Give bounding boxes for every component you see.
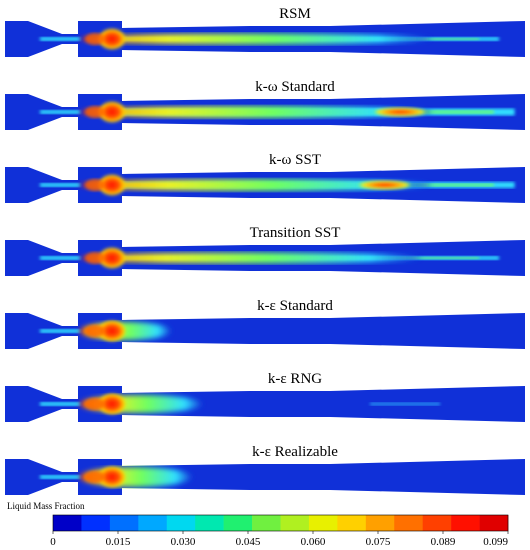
downstream-hotspot <box>372 107 429 117</box>
nozzle-exit-hotspot <box>85 106 105 118</box>
simulation-panel: k-ω SST <box>5 152 525 203</box>
nozzle-wall-upper <box>5 313 78 326</box>
downstream-hotspot <box>356 180 413 190</box>
panel-title: RSM <box>279 6 311 22</box>
legend-color-swatch <box>252 515 281 531</box>
nozzle-wall-upper <box>5 94 78 107</box>
legend-tick-label: 0.075 <box>366 536 391 548</box>
legend-title: Liquid Mass Fraction <box>7 501 85 511</box>
simulation-panel: k-ω Standard <box>5 79 525 130</box>
legend-color-swatch <box>280 515 310 531</box>
throat-hotspot <box>98 320 126 342</box>
nozzle-wall-lower <box>5 117 78 130</box>
legend-color-swatch <box>394 515 423 531</box>
legend-color-swatch <box>138 515 168 531</box>
throat-hotspot <box>98 174 126 196</box>
legend-color-swatch <box>365 515 395 531</box>
panel-title: k-ω Standard <box>255 79 335 95</box>
nozzle-exit-hotspot <box>85 398 105 410</box>
legend-border <box>52 514 509 532</box>
throat-hotspot <box>98 393 126 415</box>
legend-color-swatch <box>81 515 111 531</box>
jet-core <box>80 252 421 264</box>
nozzle-wall-upper <box>5 240 78 253</box>
nozzle-wall-upper <box>5 21 78 34</box>
jet-core <box>80 106 432 118</box>
jet-core <box>80 179 432 191</box>
panel-stack: RSM k-ω Standard k-ω SST Transition SST k-ε … <box>5 6 525 495</box>
legend-tick-label: 0.030 <box>171 536 196 548</box>
nozzle-exit-hotspot <box>85 179 105 191</box>
simulation-panel: k-ε Standard <box>5 298 525 349</box>
simulation-panel: k-ε RNG <box>5 371 525 422</box>
inlet-streak <box>40 256 80 260</box>
nozzle-wall-upper <box>5 386 78 399</box>
throat-hotspot <box>98 101 126 123</box>
nozzle-wall-lower <box>5 190 78 203</box>
nozzle-exit-hotspot <box>85 33 105 45</box>
inlet-streak <box>40 329 80 333</box>
jet-core <box>80 33 432 45</box>
panel-title: k-ε Standard <box>257 298 333 314</box>
color-legend: Liquid Mass Fraction 0 0.015 0.030 0.045 0.0… <box>7 501 509 548</box>
inlet-streak <box>40 402 80 406</box>
simulation-panel: Transition SST <box>5 225 525 276</box>
legend-color-swatch <box>195 515 224 531</box>
simulation-panel: RSM <box>5 6 525 57</box>
inlet-streak <box>40 183 80 187</box>
nozzle-wall-lower <box>5 482 78 495</box>
legend-tick-label: 0.099 <box>483 536 508 548</box>
legend-color-swatch <box>166 515 196 531</box>
legend-color-swatch <box>223 515 253 531</box>
legend-colorbar <box>52 514 509 532</box>
flow-domain <box>5 386 525 422</box>
throat-hotspot <box>98 247 126 269</box>
nozzle-exit-hotspot <box>85 471 105 483</box>
legend-tick-label: 0.015 <box>106 536 131 548</box>
nozzle-wall-upper <box>5 167 78 180</box>
nozzle-wall-lower <box>5 263 78 276</box>
legend-color-swatch <box>422 515 452 531</box>
nozzle-wall-lower <box>5 409 78 422</box>
nozzle-wall-lower <box>5 336 78 349</box>
nozzle-exit-hotspot <box>85 252 105 264</box>
legend-color-swatch <box>479 515 509 531</box>
throat-hotspot <box>98 466 126 488</box>
legend-tick-label: 0.060 <box>301 536 326 548</box>
legend-color-swatch <box>53 515 82 531</box>
legend-color-swatch <box>109 515 139 531</box>
simulation-panel: k-ε Realizable <box>5 444 525 495</box>
inlet-streak <box>40 475 80 479</box>
legend-color-swatch <box>337 515 367 531</box>
panel-title: Transition SST <box>250 225 341 241</box>
flow-domain <box>5 313 525 349</box>
panel-title: k-ω SST <box>269 152 321 168</box>
nozzle-wall-upper <box>5 459 78 472</box>
panel-title: k-ε RNG <box>268 371 322 387</box>
legend-tick-label: 0 <box>50 536 56 548</box>
nozzle-wall-lower <box>5 44 78 57</box>
legend-tick-label: 0.045 <box>236 536 261 548</box>
inlet-streak <box>40 37 80 41</box>
legend-tick-label: 0.089 <box>431 536 456 548</box>
throat-hotspot <box>98 28 126 50</box>
inlet-streak <box>40 110 80 114</box>
legend-tick-labels: 0 0.015 0.030 0.045 0.060 0.075 0.089 0.099 <box>50 531 509 548</box>
panel-title: k-ε Realizable <box>252 444 338 460</box>
legend-color-swatch <box>308 515 338 531</box>
nozzle-exit-hotspot <box>85 325 105 337</box>
legend-color-swatch <box>451 515 480 531</box>
faint-streak <box>370 402 440 406</box>
